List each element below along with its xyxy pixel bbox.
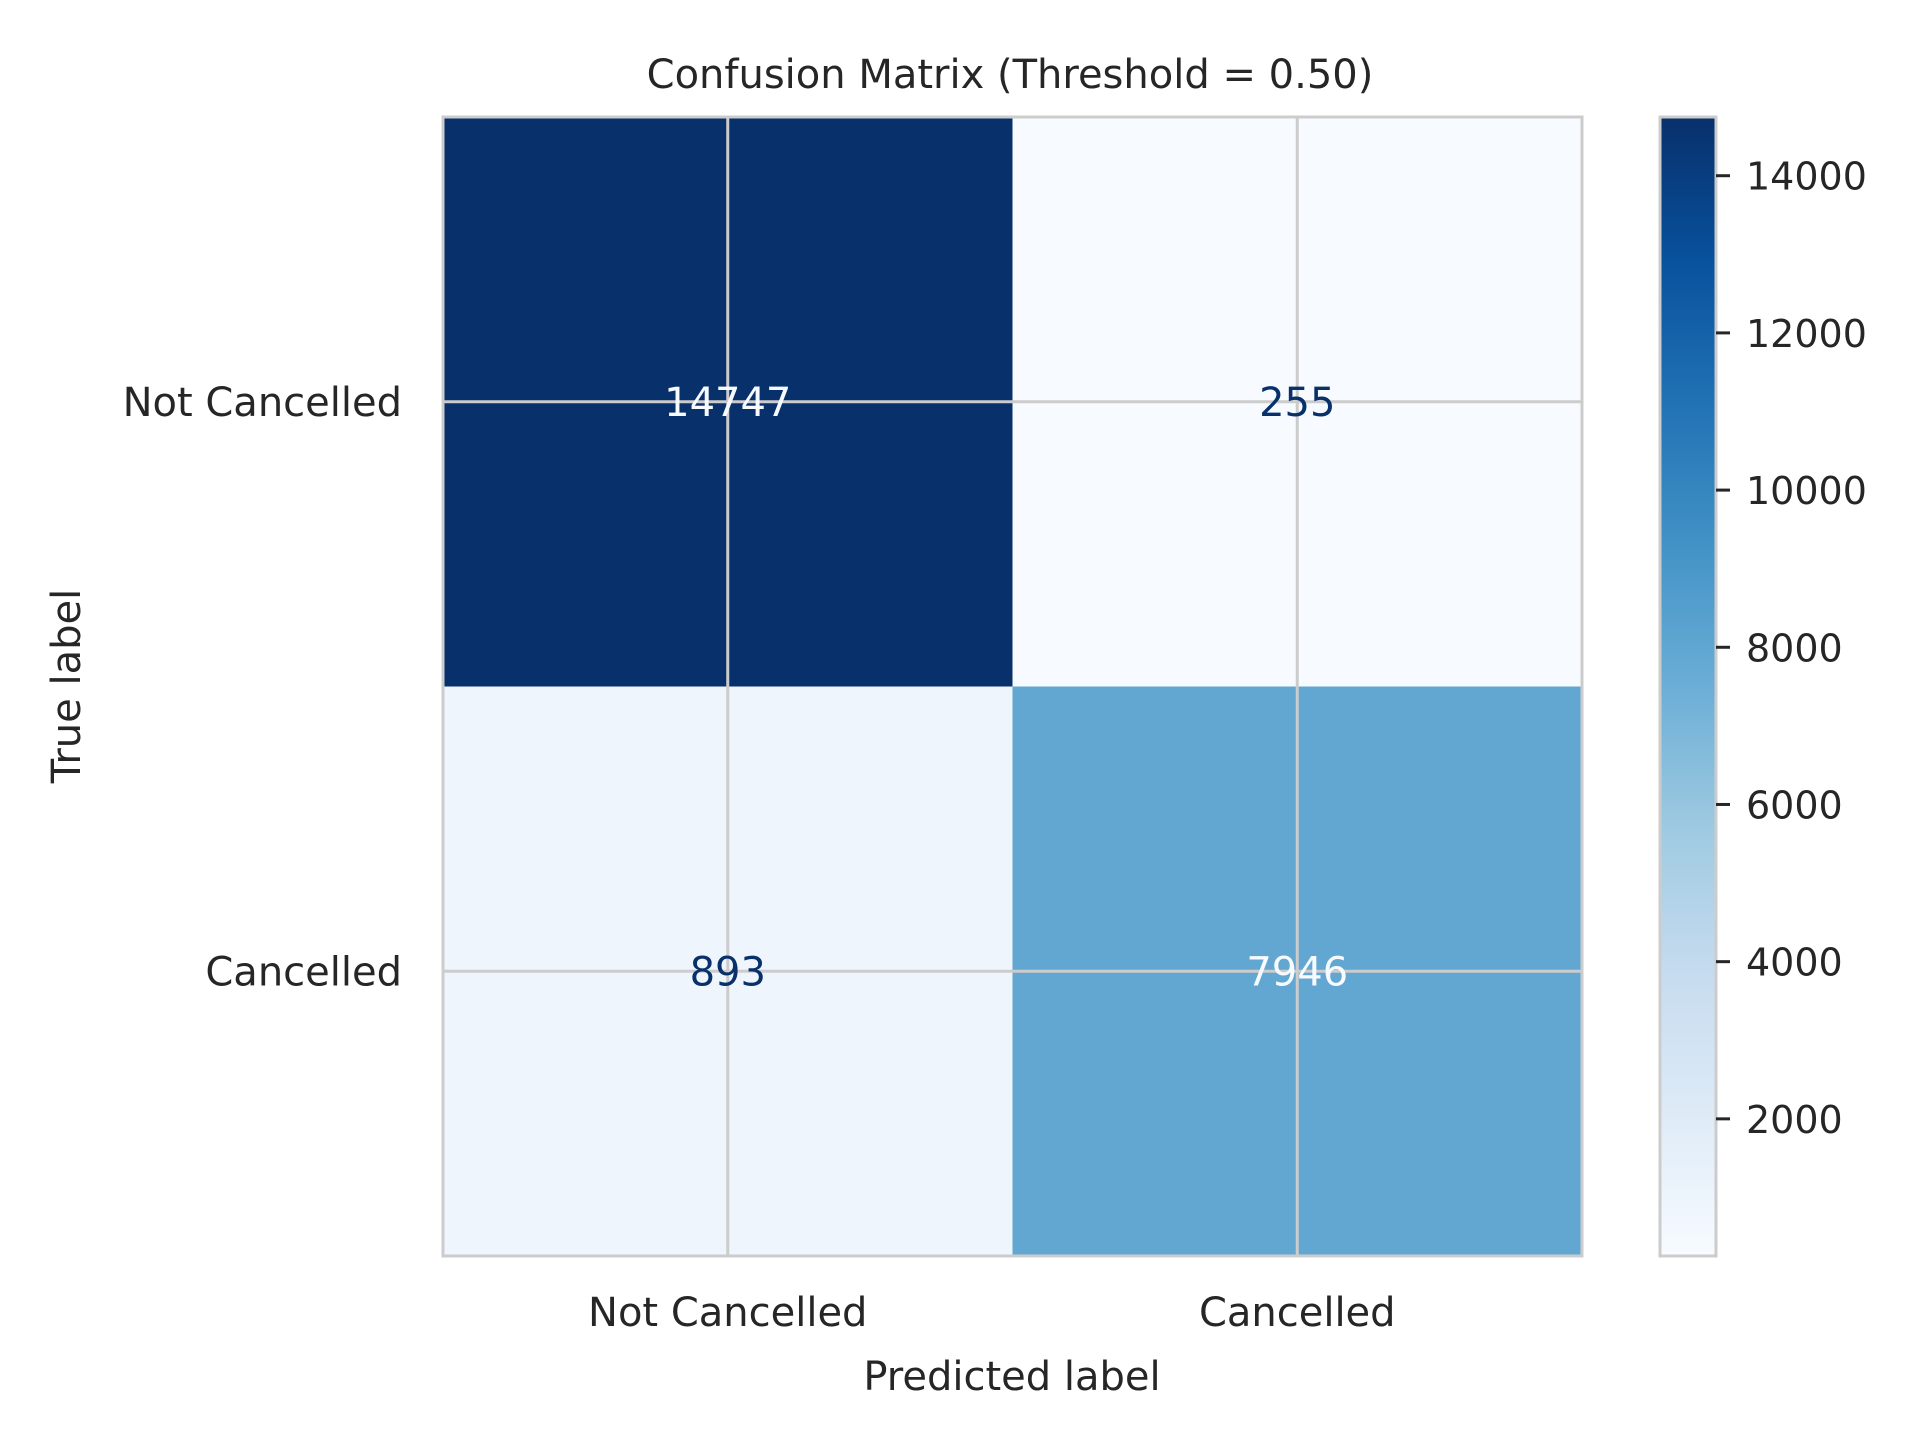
cell-value-label: 893 (690, 949, 766, 995)
y-tick-label: Not Cancelled (123, 380, 402, 426)
cell-value-labels: 14747 255 893 7946 (664, 380, 1348, 996)
x-axis-label: Predicted label (863, 1354, 1160, 1400)
colorbar-tick-label: 6000 (1746, 783, 1843, 827)
colorbar-ticks: 2000 4000 6000 8000 10000 12000 14000 (1716, 155, 1867, 1142)
colorbar (1658, 115, 1718, 1258)
x-tick-label: Not Cancelled (588, 1290, 867, 1336)
x-tick-label: Cancelled (1199, 1290, 1396, 1336)
colorbar-tick-label: 10000 (1746, 469, 1867, 513)
colorbar-tick-label: 2000 (1746, 1098, 1843, 1142)
cell-value-label: 255 (1259, 380, 1335, 426)
cell-value-label: 7946 (1246, 949, 1348, 995)
colorbar-tick-label: 4000 (1746, 941, 1843, 985)
heatmap-cells (443, 117, 1583, 1257)
colorbar-tick-label: 14000 (1746, 155, 1867, 199)
cell-value-label: 14747 (664, 380, 791, 426)
x-axis-ticks: Not Cancelled Cancelled (588, 1290, 1396, 1336)
colorbar-tick-label: 8000 (1746, 626, 1843, 670)
gridlines (443, 117, 1582, 1256)
chart-title: Confusion Matrix (Threshold = 0.50) (647, 52, 1374, 98)
y-axis-label: True label (44, 589, 90, 784)
colorbar-tick-label: 12000 (1746, 312, 1867, 356)
y-tick-label: Cancelled (205, 949, 402, 995)
y-axis-ticks: Not Cancelled Cancelled (123, 380, 402, 996)
plot-frame (441, 115, 1584, 1258)
